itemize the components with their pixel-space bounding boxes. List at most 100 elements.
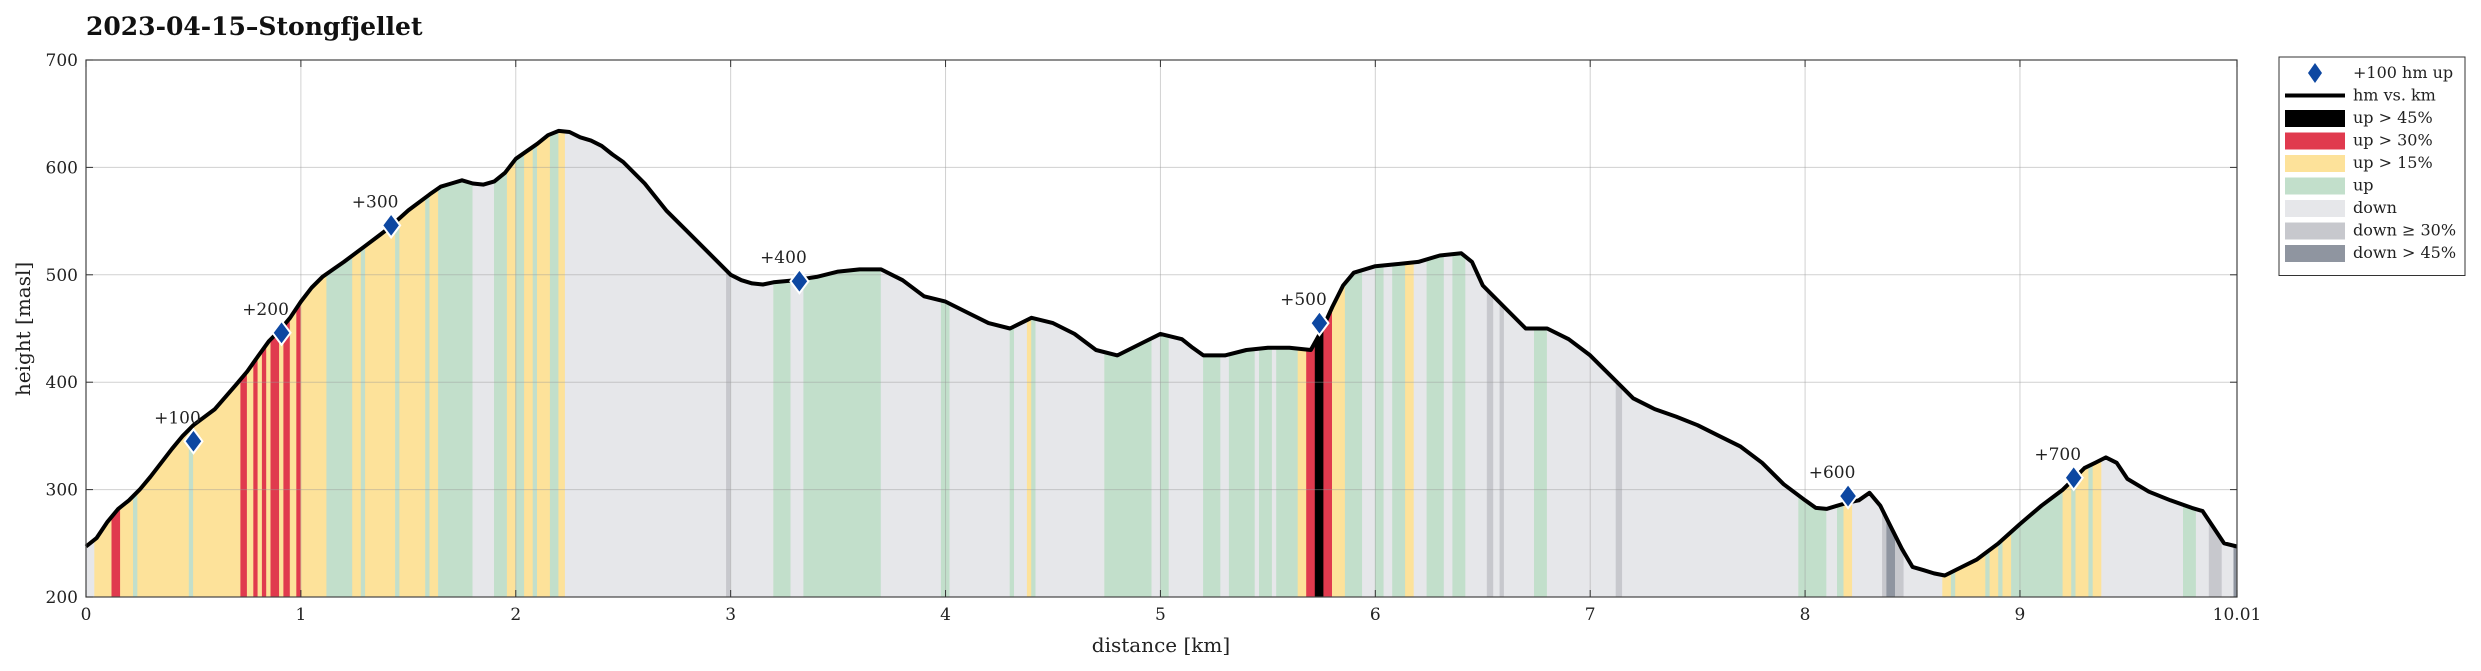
- segment-up: [773, 280, 792, 598]
- x-axis: 0 1 2 3 4 5 6 7 8 9 10.01: [81, 60, 2262, 625]
- x-tick-label: 5: [1155, 605, 1166, 625]
- slope-segments: [85, 130, 2238, 598]
- segment-up: [2071, 475, 2077, 598]
- segment-up15: [1989, 542, 1999, 598]
- segment-up15: [2062, 480, 2072, 598]
- segment-up15: [2002, 531, 2012, 598]
- y-axis-label: height [masl]: [11, 262, 35, 396]
- segment-up: [549, 130, 559, 598]
- y-tick-label: 500: [46, 266, 78, 286]
- segment-up: [360, 245, 366, 598]
- segment-up: [1031, 317, 1037, 598]
- legend-swatch-down30: [2285, 222, 2345, 240]
- x-tick-label: 10.01: [2213, 605, 2262, 625]
- segment-down: [1503, 306, 1535, 598]
- segment-up30: [296, 300, 302, 598]
- segment-up: [2088, 463, 2094, 598]
- marker-label: +300: [352, 192, 399, 212]
- segment-down: [730, 274, 774, 598]
- segment-down: [1493, 295, 1501, 598]
- segment-down30: [1615, 380, 1623, 598]
- marker-label: +500: [1280, 290, 1327, 310]
- marker-diamond: [271, 319, 292, 347]
- segment-down: [1362, 265, 1376, 598]
- segment-down: [472, 180, 495, 598]
- axes-box: [85, 59, 2238, 598]
- segment-up: [133, 490, 138, 598]
- segment-up: [1276, 347, 1286, 598]
- segment-up15: [1332, 282, 1346, 598]
- segment-up30: [253, 355, 259, 598]
- legend-label: up: [2353, 176, 2374, 195]
- segment-up: [1837, 503, 1845, 598]
- segment-up: [1985, 549, 1991, 598]
- legend-swatch-up30: [2285, 132, 2345, 150]
- legend-swatch-up15: [2285, 155, 2345, 172]
- segment-up: [1259, 347, 1273, 598]
- segment-up: [1426, 254, 1445, 598]
- segment-down: [1254, 348, 1260, 598]
- marker-label: +100: [154, 408, 201, 428]
- segment-down30: [726, 269, 731, 598]
- climb-markers: +100 +200 +300 +400 +500 +600 +700: [154, 192, 2084, 510]
- segment-up: [1998, 538, 2004, 598]
- x-tick-label: 9: [2015, 605, 2026, 625]
- chart-title: 2023-04-15–Stongfjellet: [86, 12, 423, 41]
- marker-label: +400: [760, 248, 807, 268]
- segment-down: [1383, 264, 1393, 598]
- segment-up30: [1323, 306, 1333, 598]
- legend-swatch-down45: [2285, 245, 2345, 262]
- segment-up: [532, 143, 538, 598]
- segment-up15: [352, 248, 362, 598]
- segment-up30: [1306, 342, 1316, 598]
- legend-swatch-up: [2285, 177, 2345, 195]
- x-tick-label: 8: [1800, 605, 1811, 625]
- segment-up15: [506, 157, 517, 598]
- x-axis-label: distance [km]: [1092, 633, 1230, 657]
- segment-up15: [365, 221, 396, 598]
- axes-frame: [85, 59, 2238, 598]
- marker-diamond: [1309, 309, 1330, 337]
- segment-up15: [1405, 261, 1415, 598]
- segment-down30: [1486, 289, 1494, 598]
- legend-label: up > 45%: [2353, 108, 2433, 127]
- segment-up: [494, 169, 508, 598]
- segment-down: [1443, 253, 1453, 598]
- segment-down: [1826, 505, 1838, 598]
- segment-down: [1151, 333, 1161, 598]
- segment-up: [1203, 355, 1221, 598]
- marker-diamond: [789, 267, 810, 295]
- legend-label: down > 45%: [2353, 243, 2456, 262]
- segment-up15: [537, 133, 551, 598]
- segment-up15: [558, 130, 566, 598]
- gridlines: [86, 60, 2237, 597]
- legend-marker-diamond: [2308, 63, 2322, 83]
- marker-label: +600: [1809, 463, 1856, 483]
- x-tick-label: 6: [1370, 605, 1381, 625]
- x-tick-label: 4: [940, 605, 951, 625]
- legend-label: down: [2353, 198, 2397, 217]
- segment-up30: [240, 370, 248, 598]
- legend-label: up > 30%: [2353, 131, 2433, 150]
- x-tick-label: 1: [295, 605, 306, 625]
- x-tick-label: 0: [81, 605, 92, 625]
- y-tick-label: 200: [46, 588, 78, 608]
- x-tick-label: 7: [1585, 605, 1596, 625]
- marker-diamond: [2063, 464, 2084, 492]
- y-tick-label: 600: [46, 158, 78, 178]
- y-tick-label: 700: [46, 51, 78, 71]
- segment-down: [1465, 256, 1488, 598]
- y-axis: 200 300 400 500 600 700: [46, 51, 2237, 608]
- segment-up15: [300, 273, 327, 598]
- segment-up45: [1314, 325, 1324, 598]
- segment-down: [2195, 508, 2210, 598]
- segment-up: [326, 254, 353, 598]
- segment-up15: [524, 146, 534, 598]
- segment-down: [1220, 353, 1230, 598]
- segment-up30: [111, 506, 121, 598]
- segment-down: [1014, 319, 1028, 598]
- segment-down: [1413, 258, 1428, 598]
- segment-down30: [1882, 509, 1887, 598]
- segment-up: [803, 269, 882, 598]
